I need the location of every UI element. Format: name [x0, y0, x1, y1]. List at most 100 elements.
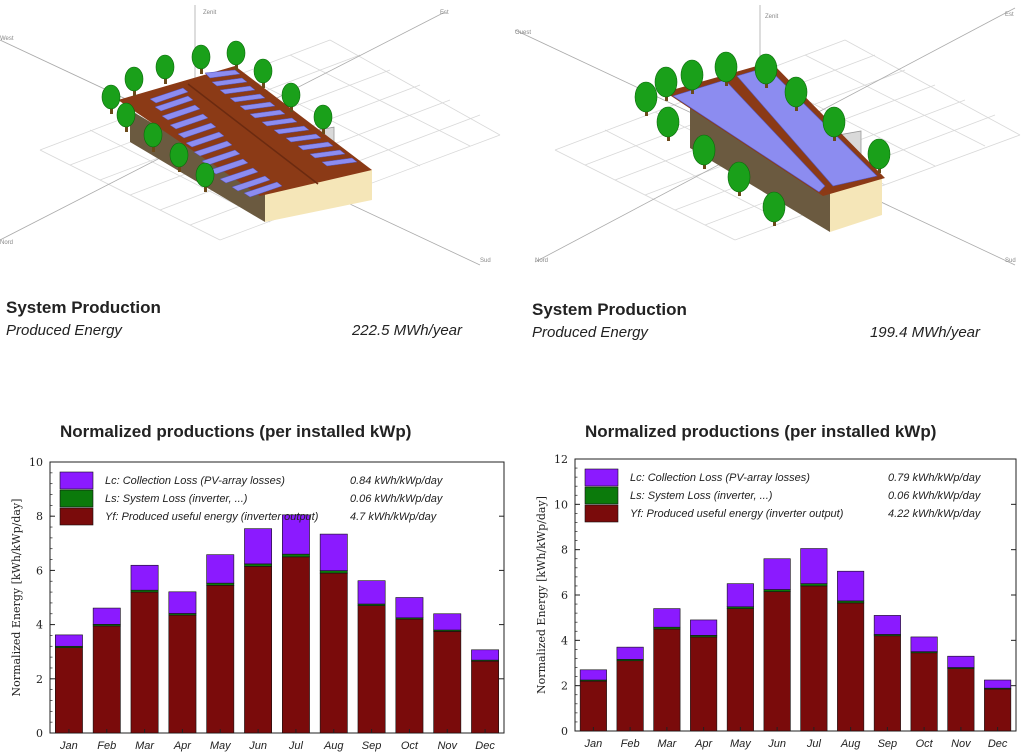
bar-may-s2 — [206, 554, 235, 584]
x-tick-label: Jan — [584, 738, 603, 750]
legend-swatch — [59, 489, 94, 508]
trees — [101, 40, 333, 192]
x-tick-label: Mar — [657, 738, 677, 750]
x-tick-label: Nov — [951, 738, 972, 750]
y-tick-label: 8 — [36, 510, 43, 523]
y-tick-label: 10 — [29, 456, 43, 469]
bar-apr-s2 — [168, 591, 197, 614]
x-tick-label: Feb — [97, 740, 116, 752]
x-tick-label: Apr — [694, 738, 713, 750]
y-tick-label: 10 — [554, 498, 568, 511]
axis-label-nord: Nord — [535, 258, 548, 264]
y-axis-label: Normalized Energy [kWh/kWp/day] — [535, 496, 548, 694]
bar-jul-s2 — [800, 548, 828, 584]
legend-swatch — [584, 486, 619, 505]
x-tick-label: Sep — [878, 738, 898, 750]
y-axis-label: Normalized Energy [kWh/kWp/day] — [10, 499, 23, 697]
x-tick-label: Jun — [248, 740, 267, 752]
produced-energy-row: Produced Energy 199.4 MWh/year — [532, 324, 980, 344]
produced-energy-label: Produced Energy — [532, 324, 648, 341]
plot-frame — [574, 458, 1017, 732]
y-tick-label: 0 — [36, 727, 43, 740]
axis-label-zenit: Zenit — [765, 14, 779, 20]
bar-aug-s0 — [319, 572, 348, 734]
system-production-right: System Production Produced Energy 199.4 … — [532, 300, 980, 344]
bar-oct-s2 — [395, 597, 424, 619]
bar-dec-s2 — [984, 679, 1012, 689]
bar-sep-s0 — [873, 635, 901, 732]
bar-jun-s0 — [763, 591, 791, 732]
produced-energy-value: 222.5 MWh/year — [351, 322, 462, 339]
pv-scene-left: Zenit West Est Nord Sud — [0, 0, 505, 272]
bar-feb-s2 — [92, 607, 121, 625]
trees — [634, 51, 891, 226]
bar-jul-s2 — [281, 514, 310, 555]
x-tick-label: May — [730, 738, 752, 750]
chart-svg-right: 0 2 4 6 8 10 12 Normalized Energy [kWh/kWp/day]… — [535, 453, 1017, 750]
bar-feb-s2 — [616, 646, 644, 660]
bar-jun-s2 — [763, 558, 791, 590]
x-tick-label: Aug — [323, 740, 344, 752]
legend-label: Yf: Produced useful energy (inverter out… — [630, 508, 844, 520]
y-tick-label: 0 — [561, 725, 568, 738]
y-tick-label: 8 — [561, 544, 568, 557]
x-tick-label: Oct — [916, 738, 934, 750]
normalized-productions-chart-left: Normalized productions (per installed kW… — [0, 420, 515, 754]
system-production-title: System Production — [6, 298, 161, 317]
plot-frame — [49, 461, 505, 734]
x-tick-label: Oct — [401, 740, 419, 752]
bar-may-s0 — [206, 585, 235, 734]
bar-jan-s2 — [579, 669, 607, 681]
bar-jun-s0 — [244, 566, 273, 734]
bar-apr-s0 — [690, 636, 718, 732]
bar-jan-s2 — [54, 634, 83, 647]
bar-feb-s0 — [92, 625, 121, 734]
axis-label-est: Est — [1005, 12, 1014, 18]
produced-energy-row: Produced Energy 222.5 MWh/year — [6, 322, 462, 342]
legend-label: Yf: Produced useful energy (inverter out… — [105, 511, 319, 523]
pv-scene-right: Zenit Ouest Est Nord Sud — [515, 0, 1035, 272]
pv-3d-model-left: Zenit West Est Nord Sud — [0, 5, 501, 266]
normalized-productions-chart-right: Normalized productions (per installed kW… — [520, 420, 1030, 754]
bar-may-s1 — [206, 582, 235, 586]
legend-value: 0.06 kWh/kWp/day — [350, 493, 444, 505]
bar-sep-s0 — [357, 605, 386, 734]
building-side-wall — [690, 105, 830, 232]
x-tick-label: Nov — [437, 740, 458, 752]
bar-apr-s0 — [168, 614, 197, 734]
x-tick-label: May — [210, 740, 232, 752]
legend-value: 0.79 kWh/kWp/day — [888, 472, 982, 484]
x-tick-label: Dec — [988, 738, 1008, 750]
legend-value: 0.06 kWh/kWp/day — [888, 490, 982, 502]
axis-label-zenit: Zenit — [203, 10, 217, 16]
bar-oct-s0 — [910, 652, 938, 732]
legend-label: Lc: Collection Loss (PV-array losses) — [630, 472, 810, 484]
x-tick-label: Aug — [840, 738, 861, 750]
bar-jun-s1 — [763, 589, 791, 592]
axis-label-est: Est — [440, 10, 449, 16]
x-tick-label: Mar — [135, 740, 155, 752]
bar-jan-s0 — [579, 680, 607, 732]
axis-label-sud: Sud — [1005, 258, 1016, 264]
system-production-title: System Production — [532, 300, 687, 319]
x-tick-label: Apr — [173, 740, 192, 752]
bar-aug-s2 — [837, 570, 865, 602]
bar-nov-s0 — [433, 631, 462, 734]
bar-may-s0 — [726, 608, 754, 732]
bar-feb-s0 — [616, 660, 644, 732]
building-front-wall — [830, 178, 882, 232]
x-tick-label: Jul — [806, 738, 822, 750]
chart-title: Normalized productions (per installed kW… — [60, 422, 412, 441]
y-tick-label: 6 — [36, 564, 43, 577]
pv-panels-west — [672, 79, 826, 193]
bar-mar-s2 — [653, 608, 681, 628]
bar-jan-s0 — [54, 647, 83, 734]
bar-apr-s2 — [690, 619, 718, 636]
bar-dec-s0 — [984, 688, 1012, 732]
bar-aug-s1 — [319, 570, 348, 574]
bar-mar-s0 — [130, 591, 159, 734]
legend-swatch — [59, 507, 94, 526]
legend-value: 4.22 kWh/kWp/day — [888, 508, 982, 520]
pv-3d-model-right: Zenit Ouest Est Nord Sud — [515, 5, 1021, 266]
bar-may-s2 — [726, 583, 754, 608]
